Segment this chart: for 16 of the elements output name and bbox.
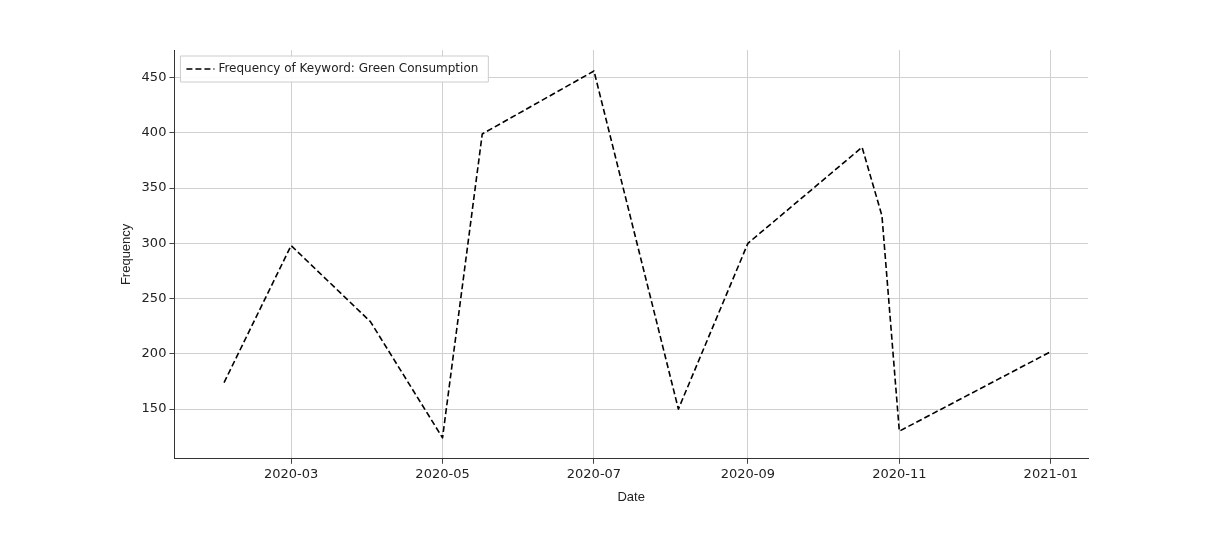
legend-label: Frequency of Keyword: Green Consumption [218,61,479,76]
x-tick-label: 2020-07 [566,465,622,481]
y-tick-label: 450 [141,69,167,84]
x-tick-label: 2020-11 [872,465,927,481]
y-tick-label: 250 [141,289,167,305]
x-tick-label: 2020-05 [415,465,470,481]
y-tick-label: 300 [141,234,167,250]
y-tick-label: 150 [141,400,167,416]
y-tick-label: 400 [141,124,167,140]
y-tick-label: 200 [141,345,167,361]
x-tick-label: 2021-01 [1023,465,1078,481]
x-axis-title: Date [617,488,645,504]
y-tick-label: 350 [141,179,167,195]
y-axis-title: Frequency [118,223,134,286]
x-tick-label: 2020-03 [263,465,319,481]
x-tick-label: 2020-09 [720,465,776,481]
